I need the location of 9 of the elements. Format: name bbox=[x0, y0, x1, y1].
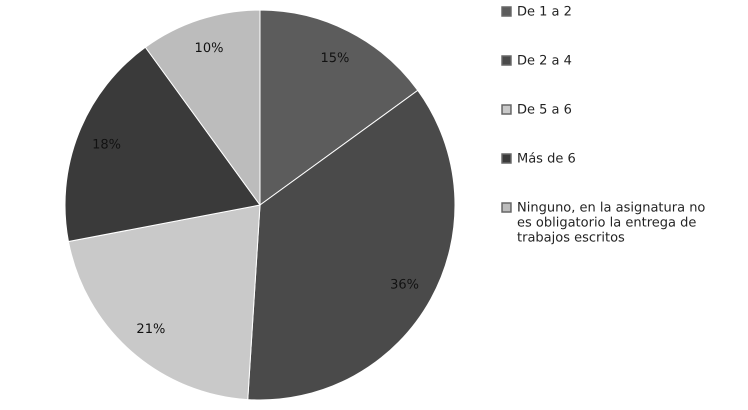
legend-label: De 1 a 2 bbox=[517, 4, 572, 20]
data-label: 36% bbox=[390, 277, 420, 292]
data-label: 21% bbox=[136, 322, 166, 337]
legend-label: De 2 a 4 bbox=[517, 54, 572, 68]
legend-label: De 5 a 6 bbox=[517, 102, 572, 118]
data-label: 15% bbox=[320, 50, 350, 66]
legend-label: Más de 6 bbox=[517, 152, 576, 166]
legend-label: Ninguno, en la asignatura no es obligatorio la entrega de trabajos escritos bbox=[517, 200, 706, 246]
data-label: 10% bbox=[194, 41, 224, 56]
